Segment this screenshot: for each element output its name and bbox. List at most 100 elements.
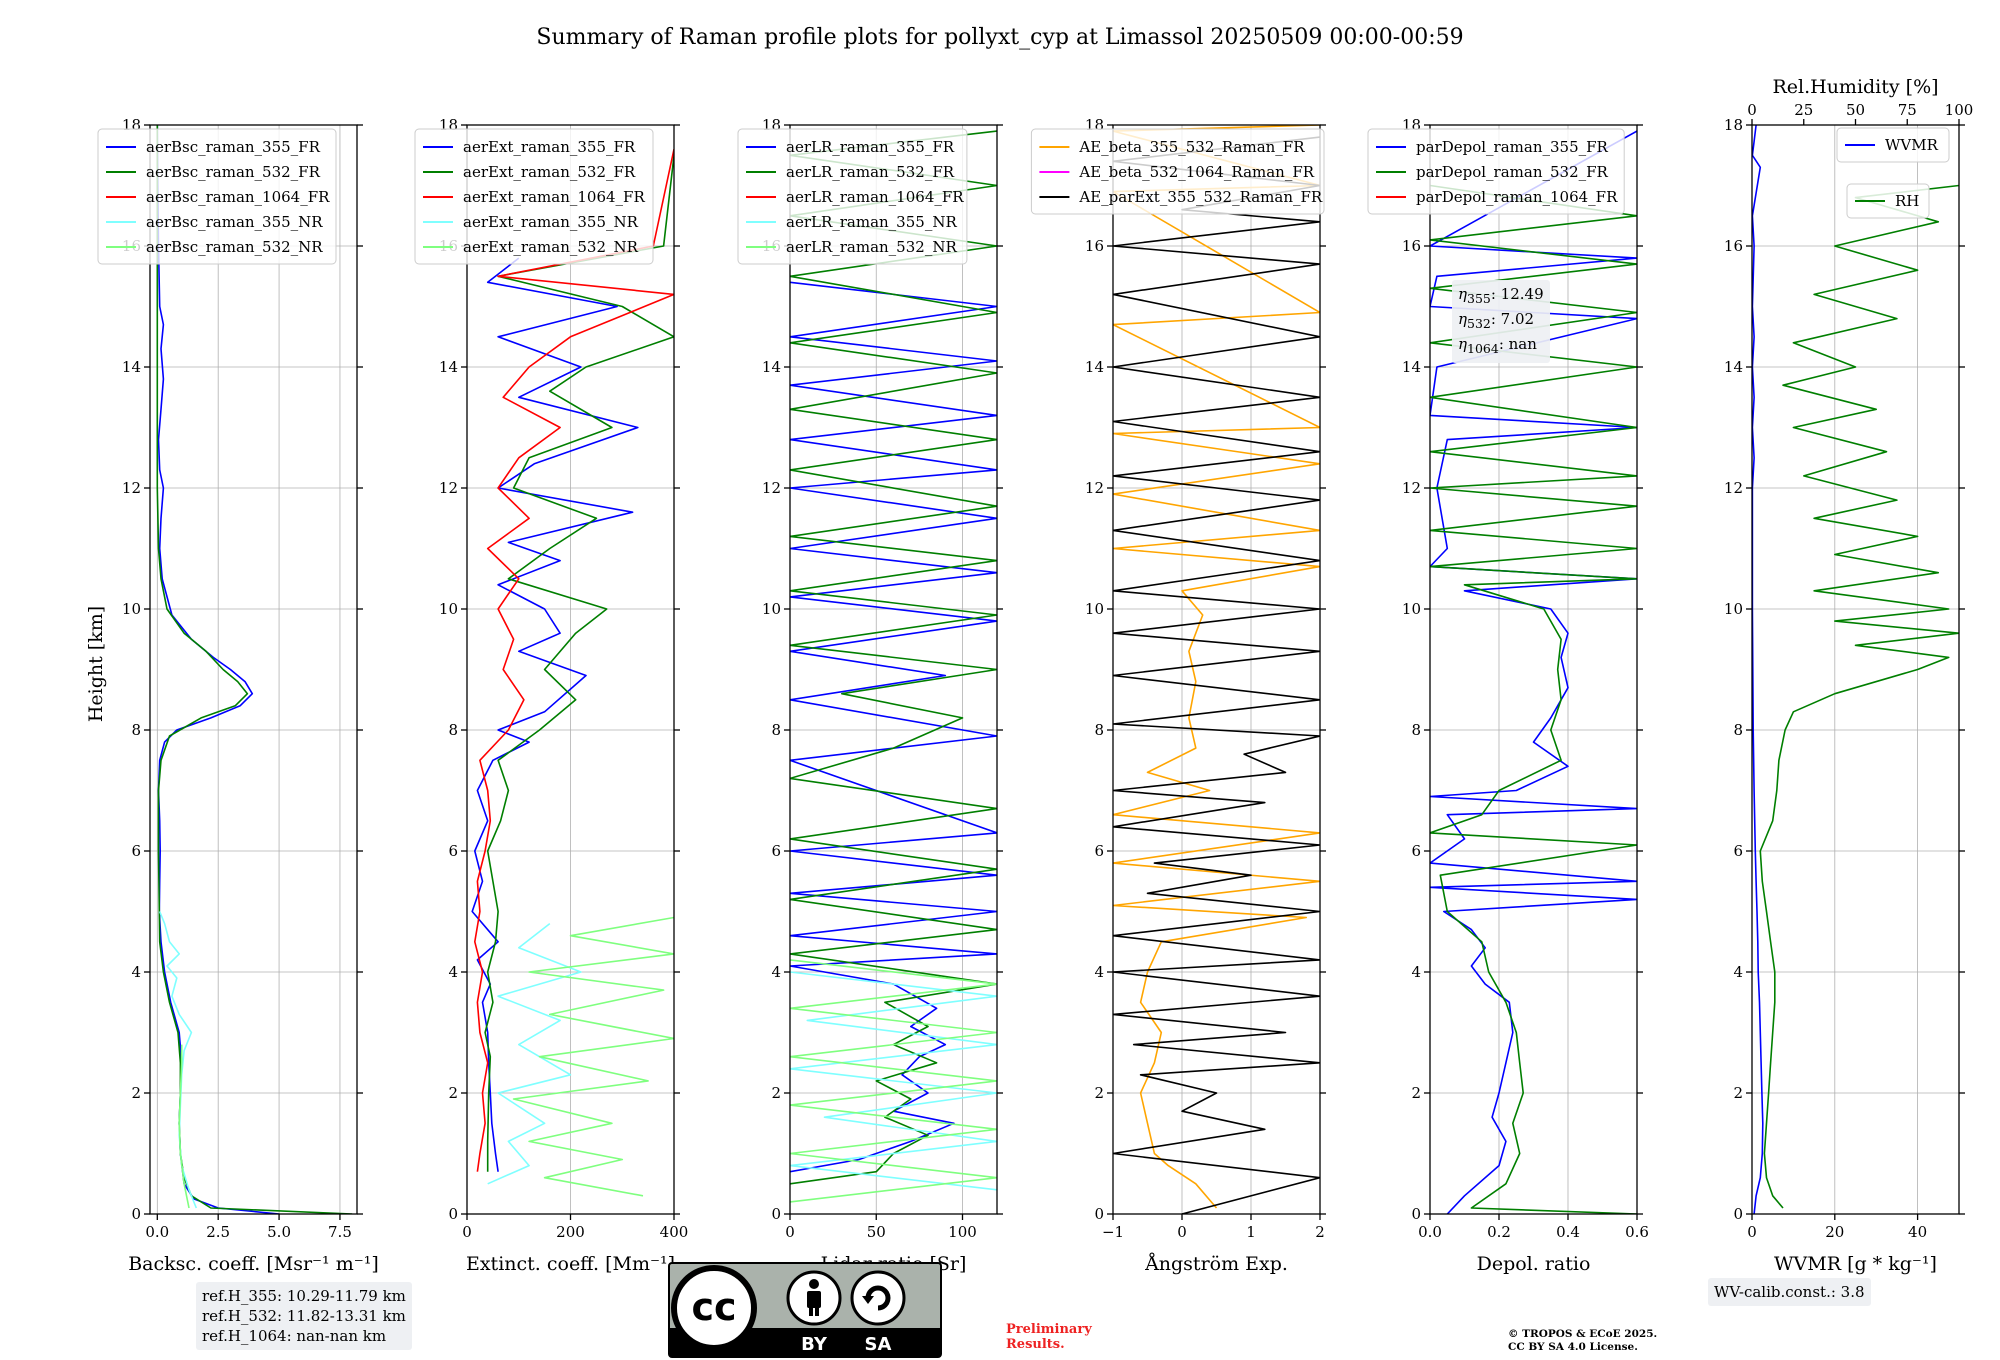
legend: AE_beta_355_532_Raman_FR AE_beta_532_1064…	[1030, 128, 1325, 215]
svg-text:BY: BY	[801, 1334, 828, 1355]
x-axis-label: Depol. ratio	[1477, 1253, 1591, 1275]
y-tick-label: 0	[771, 1205, 781, 1223]
y-tick-label: 2	[448, 1084, 458, 1102]
svg-text:SA: SA	[865, 1334, 892, 1355]
top-x-tick-label: 25	[1794, 101, 1813, 119]
x-tick-label: 0.0	[1418, 1223, 1442, 1241]
x-tick-label: 2.5	[206, 1223, 230, 1241]
y-tick-label: 4	[131, 963, 141, 981]
refh-355: ref.H_355: 10.29-11.79 km	[202, 1287, 406, 1305]
axes-frame	[789, 124, 998, 1215]
preliminary-results-note: Preliminary Results.	[1006, 1322, 1092, 1352]
y-tick-label: 0	[1411, 1205, 1421, 1223]
series-group	[156, 125, 353, 1214]
y-tick-label: 0	[131, 1205, 141, 1223]
wv-calibration-constant: WV-calib.const.: 3.8	[1708, 1278, 1871, 1306]
y-tick-label: 12	[1724, 479, 1743, 497]
series-line-parDepol_raman_355_FR	[1430, 130, 1637, 1214]
top-x-tick-label: 0	[1747, 101, 1757, 119]
refh-1064: ref.H_1064: nan-nan km	[202, 1327, 387, 1345]
series-line-WVMR	[1752, 125, 1764, 1214]
y-tick-label: 4	[1094, 963, 1104, 981]
legend-label: parDepol_raman_532_FR	[1416, 163, 1609, 181]
y-tick-label: 12	[1085, 479, 1104, 497]
y-tick-label: 8	[1411, 721, 1421, 739]
series-line-aerBsc_raman_532_FR	[156, 125, 353, 1214]
legend: aerBsc_raman_355_FR aerBsc_raman_532_FRae…	[97, 128, 337, 265]
y-tick-label: 8	[448, 721, 458, 739]
x-tick-label: 0	[785, 1223, 795, 1241]
legend-label: parDepol_raman_1064_FR	[1416, 188, 1618, 206]
y-tick-label: 16	[1402, 237, 1421, 255]
series-line-aerExt_raman_532_FR	[484, 155, 674, 1172]
y-tick-label: 10	[762, 600, 781, 618]
y-tick-label: 6	[131, 842, 141, 860]
eta-532: η532: 7.02	[1458, 310, 1535, 331]
y-tick-label: 18	[1724, 116, 1743, 134]
legend-label: aerExt_raman_532_FR	[463, 163, 636, 181]
legend-box	[414, 128, 654, 265]
legend-label: aerExt_raman_355_NR	[463, 213, 639, 231]
legend-label: aerExt_raman_355_FR	[463, 138, 636, 156]
series-group	[1430, 130, 1637, 1214]
legend-label: aerLR_raman_532_NR	[786, 238, 957, 256]
x-axis-label: Ångström Exp.	[1144, 1253, 1288, 1275]
legend-label: AE_beta_532_1064_Raman_FR	[1078, 163, 1314, 181]
axes-frame	[1112, 124, 1321, 1215]
series-group	[790, 130, 997, 1203]
legend-box	[1836, 127, 1950, 163]
grid	[1112, 124, 1321, 1215]
copyright-note: © TROPOS & ECoE 2025. CC BY SA 4.0 Licen…	[1508, 1328, 1658, 1353]
y-tick-label: 16	[1724, 237, 1743, 255]
grid	[1751, 124, 1959, 1215]
legend-box	[1030, 128, 1325, 215]
y-tick-label: 0	[1094, 1205, 1104, 1223]
reference-height-box: ref.H_355: 10.29-11.79 km ref.H_532: 11.…	[196, 1282, 412, 1350]
eta-1064: η1064: nan	[1458, 335, 1537, 356]
y-tick-label: 6	[448, 842, 458, 860]
series-line-aerExt_raman_1064_FR	[474, 149, 674, 1172]
legend: aerLR_raman_355_FR aerLR_raman_532_FR aerL…	[737, 128, 968, 265]
x-tick-label: 2	[1315, 1223, 1325, 1241]
y-tick-label: 2	[1411, 1084, 1421, 1102]
series-line-AE_beta_355_532_Raman_FR	[1113, 125, 1320, 1209]
y-tick-label: 4	[448, 963, 458, 981]
legend-label: WVMR	[1885, 136, 1939, 154]
legend-label: AE_parExt_355_532_Raman_FR	[1078, 188, 1323, 206]
legend-box	[1367, 128, 1625, 215]
legend-box	[1846, 183, 1930, 219]
y-tick-label: 6	[1094, 842, 1104, 860]
eta-calibration-box: η355: 12.49 η532: 7.02 η1064: nan	[1452, 280, 1550, 363]
series-line-aerBsc_raman_532_NR	[178, 1044, 190, 1209]
y-tick-label: 8	[131, 721, 141, 739]
legend-box	[97, 128, 337, 265]
figure-title: Summary of Raman profile plots for polly…	[536, 25, 1463, 50]
legend-label: aerBsc_raman_355_FR	[146, 138, 321, 156]
x-tick-label: 200	[556, 1223, 585, 1241]
legend: parDepol_raman_355_FR parDepol_raman_532_…	[1367, 128, 1625, 215]
series-group	[471, 149, 674, 1197]
cc-license-badge: cc BY SA	[668, 1262, 942, 1358]
y-tick-label: 4	[771, 963, 781, 981]
legend-label: aerBsc_raman_1064_FR	[146, 188, 330, 206]
legend-label: aerBsc_raman_532_NR	[146, 238, 323, 256]
refh-532: ref.H_532: 11.82-13.31 km	[202, 1307, 406, 1325]
legend-label: aerLR_raman_355_FR	[786, 138, 955, 156]
y-axis-label: Height [km]	[85, 606, 107, 722]
legend: aerExt_raman_355_FR aerExt_raman_532_FRae…	[414, 128, 654, 265]
series-line-aerLR_raman_355_FR	[790, 281, 997, 1173]
top-x-tick-label: 50	[1846, 101, 1865, 119]
y-tick-label: 6	[1411, 842, 1421, 860]
y-tick-label: 0	[448, 1205, 458, 1223]
legend-label: aerBsc_raman_355_NR	[146, 213, 323, 231]
y-tick-label: 12	[439, 479, 458, 497]
x-axis-label: Extinct. coeff. [Mm⁻¹]	[466, 1253, 675, 1275]
y-tick-label: 14	[762, 358, 781, 376]
x-tick-label: 7.5	[328, 1223, 352, 1241]
series-line-AE_parExt_355_532_Raman_FR	[1113, 136, 1320, 1214]
series-group	[1752, 125, 1959, 1214]
y-tick-label: 16	[1085, 237, 1104, 255]
y-tick-label: 2	[1094, 1084, 1104, 1102]
